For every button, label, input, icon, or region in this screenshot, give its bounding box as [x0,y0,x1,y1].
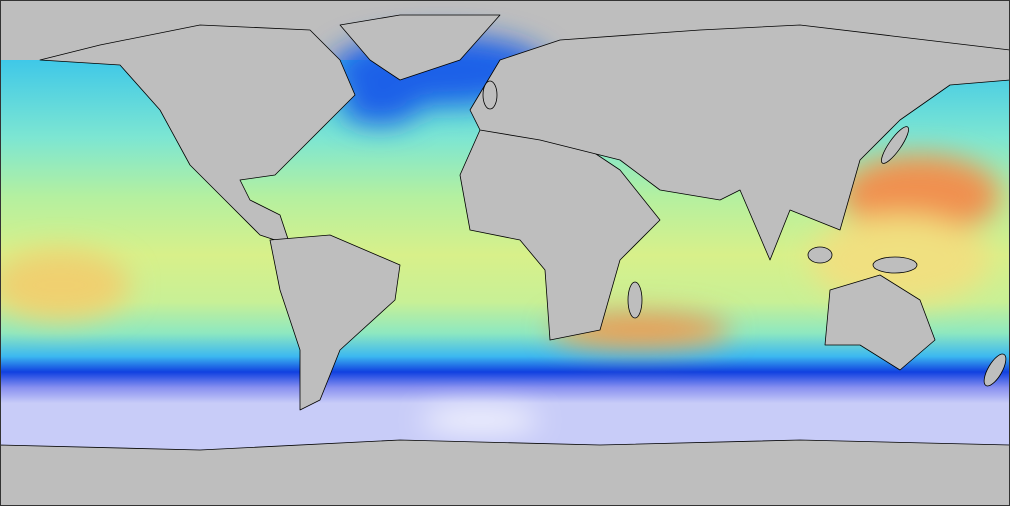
australia [824,274,936,371]
south-america [269,234,401,411]
antarctica [0,439,1010,506]
japan [881,126,909,164]
britain [482,80,498,110]
cold-region [340,85,420,125]
warm-region [840,155,1000,235]
eurasia [469,24,1010,261]
new-guinea [872,256,918,274]
warm-region [0,250,130,320]
greenland [339,14,501,81]
borneo [807,246,833,264]
ice-region [420,410,540,430]
madagascar [627,281,643,319]
continents [0,14,1010,506]
north-america [39,24,356,246]
new-zealand [983,353,1007,387]
